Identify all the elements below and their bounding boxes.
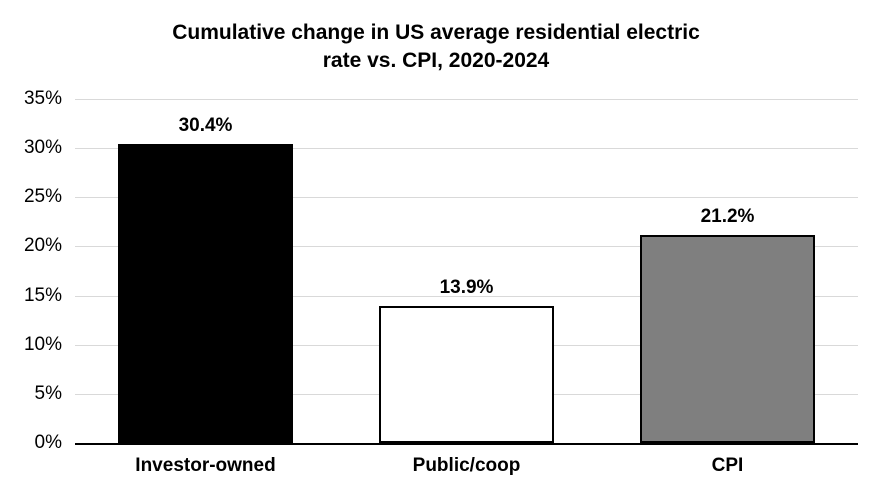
gridline	[75, 197, 858, 199]
y-axis-tick-label: 25%	[23, 186, 62, 208]
y-axis-tick-label: 15%	[23, 284, 62, 306]
chart-title-line-1: Cumulative change in US average resident…	[172, 21, 700, 44]
chart-title-line-2: rate vs. CPI, 2020-2024	[322, 49, 550, 72]
y-axis-tick-label: 30%	[23, 137, 62, 159]
x-axis-category-label: Public/coop	[412, 455, 521, 476]
bar-cpi	[640, 234, 815, 443]
y-axis-tick-label: 20%	[23, 235, 62, 257]
bar-data-label: 21.2%	[700, 205, 755, 227]
bar-public-coop	[379, 306, 554, 443]
chart-title: Cumulative change in US average resident…	[0, 19, 872, 75]
bar-investor-owned	[118, 144, 293, 443]
bar-data-label: 30.4%	[178, 115, 233, 137]
y-axis-tick-label: 0%	[34, 432, 62, 453]
x-axis-category-label: CPI	[711, 455, 744, 476]
y-axis-tick-label: 10%	[23, 333, 62, 355]
y-axis-tick-label: 5%	[34, 382, 62, 404]
y-axis-tick-label: 35%	[23, 88, 62, 109]
gridline	[75, 148, 858, 150]
gridline	[75, 99, 858, 100]
gridline	[75, 246, 858, 248]
y-axis: 0% 5% 10% 15% 20% 25% 30% 35%	[0, 88, 62, 453]
bar-data-label: 13.9%	[439, 277, 494, 299]
x-axis-category-label: Investor-owned	[135, 455, 276, 476]
x-axis: Investor-owned Public/coop CPI	[75, 454, 858, 484]
gridline	[75, 295, 858, 297]
plot-area: 30.4% 13.9% 21.2%	[75, 99, 858, 445]
